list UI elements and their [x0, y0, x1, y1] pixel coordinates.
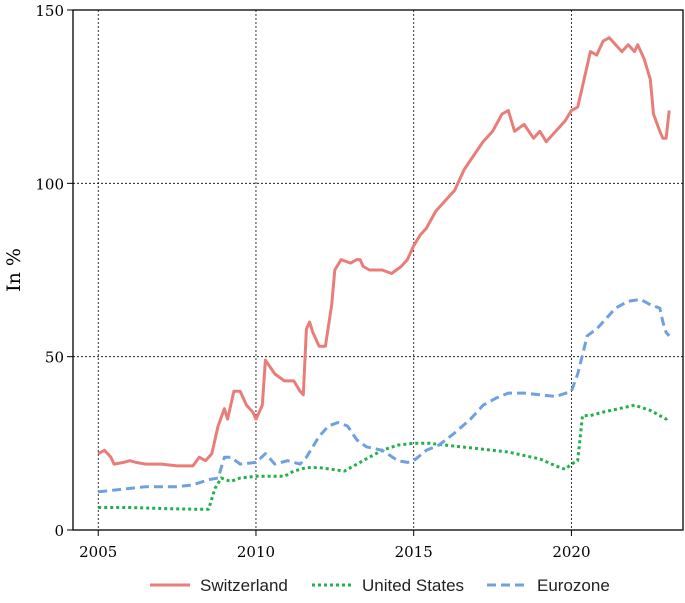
legend: Switzerland United States Eurozone — [150, 576, 610, 595]
x-axis-ticks: 2005 2010 2015 2020 — [79, 530, 591, 561]
x-tick-label-2010: 2010 — [237, 543, 275, 561]
x-tick-label-2005: 2005 — [79, 543, 117, 561]
y-axis-ticks: 0 50 100 150 — [35, 2, 73, 540]
series-line-eurozone — [98, 298, 671, 494]
y-axis-title: In % — [3, 248, 25, 292]
x-tick-label-2020: 2020 — [552, 543, 590, 561]
x-tick-label-2015: 2015 — [395, 543, 433, 561]
grid-lines — [73, 10, 683, 530]
series-line-united-states — [98, 403, 670, 511]
series-lines — [97, 36, 671, 511]
plot-frame — [72, 9, 684, 531]
y-tick-label-50: 50 — [45, 349, 64, 367]
legend-label-united-states: United States — [362, 576, 464, 595]
y-tick-label-0: 0 — [54, 522, 64, 540]
legend-label-eurozone: Eurozone — [537, 576, 610, 595]
y-tick-label-150: 150 — [35, 2, 64, 20]
legend-label-switzerland: Switzerland — [200, 576, 288, 595]
series-line-switzerland — [97, 36, 671, 468]
y-tick-label-100: 100 — [35, 175, 64, 193]
